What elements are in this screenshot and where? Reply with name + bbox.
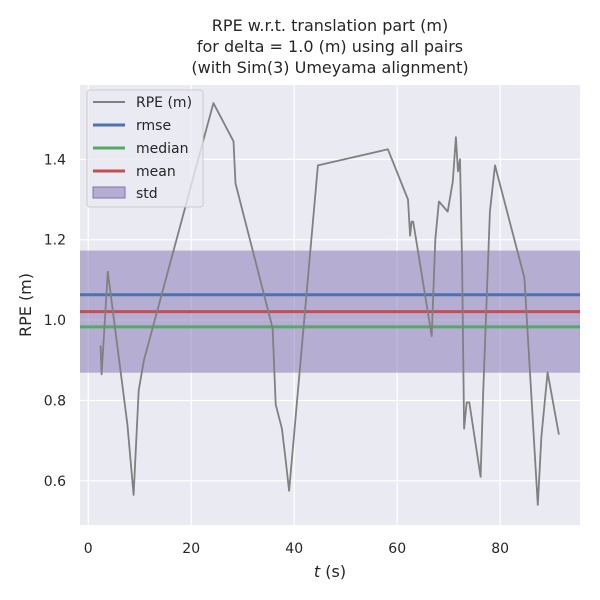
legend-std-label: std	[136, 186, 158, 202]
x-axis-unit: (s)	[320, 562, 346, 581]
x-tick-label-2: 40	[285, 541, 303, 557]
chart-title: RPE w.r.t. translation part (m) for delt…	[191, 16, 468, 77]
x-axis-label: t (s)	[314, 562, 346, 581]
y-tick-label-0: 0.6	[44, 474, 66, 490]
y-axis-label: RPE (m)	[16, 273, 35, 337]
title-line-3: (with Sim(3) Umeyama alignment)	[191, 58, 468, 77]
legend-median-label: median	[136, 141, 188, 157]
legend-std-swatch	[92, 186, 126, 199]
x-axis-ticks: 0 20 40 60 80	[84, 541, 509, 557]
x-tick-label-1: 20	[182, 541, 200, 557]
y-tick-label-2: 1.0	[44, 313, 66, 329]
legend: RPE (m) rmse median mean std	[86, 89, 204, 208]
legend-box	[86, 89, 204, 208]
x-axis-variable: t	[314, 562, 321, 581]
y-tick-label-1: 0.8	[44, 393, 66, 409]
legend-mean-label: mean	[136, 164, 176, 180]
x-tick-label-4: 80	[491, 541, 509, 557]
rpe-series-line	[99, 102, 560, 506]
x-tick-label-0: 0	[84, 541, 93, 557]
title-line-1: RPE w.r.t. translation part (m)	[212, 16, 448, 35]
y-tick-label-4: 1.4	[44, 152, 66, 168]
title-line-2: for delta = 1.0 (m) using all pairs	[197, 37, 463, 56]
legend-rpe-label: RPE (m)	[136, 95, 192, 111]
y-axis-ticks: 0.6 0.8 1.0 1.2 1.4	[44, 152, 66, 489]
y-tick-label-3: 1.2	[44, 233, 66, 249]
x-tick-label-3: 60	[388, 541, 406, 557]
legend-rmse-label: rmse	[136, 118, 171, 134]
